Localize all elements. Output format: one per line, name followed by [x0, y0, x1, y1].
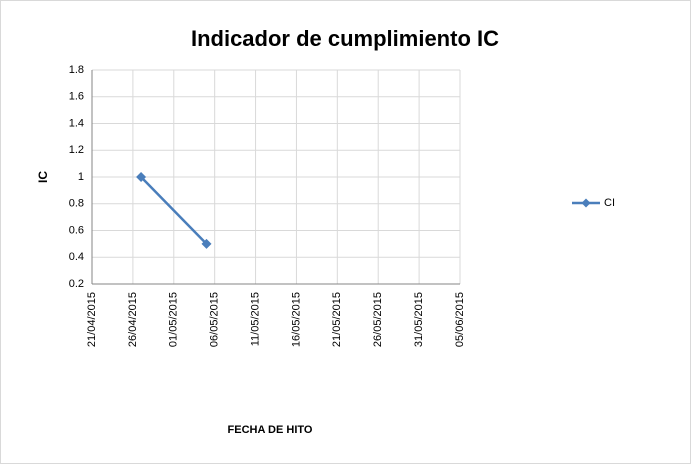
y-tick-label: 0.8 — [69, 198, 84, 210]
x-tick-label: 26/04/2015 — [127, 292, 139, 347]
data-line — [140, 176, 208, 245]
legend-marker — [581, 198, 591, 208]
x-tick-label: 06/05/2015 — [209, 292, 221, 347]
x-tick-label: 26/05/2015 — [372, 292, 384, 347]
x-tick-label: 11/05/2015 — [249, 292, 261, 346]
x-tick-label: 31/05/2015 — [413, 292, 425, 347]
x-tick-label: 21/04/2015 — [86, 292, 98, 347]
y-tick-label: 1.6 — [69, 91, 84, 103]
x-tick-label: 05/06/2015 — [454, 292, 466, 347]
x-tick-label: 01/05/2015 — [168, 292, 180, 347]
y-axis-label: IC — [36, 171, 50, 183]
chart-title: Indicador de cumplimiento IC — [191, 26, 499, 51]
x-tick-label: 16/05/2015 — [290, 292, 302, 347]
y-tick-label: 1 — [78, 171, 84, 183]
x-tick-label: 21/05/2015 — [331, 292, 343, 347]
data-point — [201, 238, 212, 249]
data-point — [136, 172, 147, 182]
y-tick-label: 0.4 — [69, 251, 84, 263]
y-tick-label: 0.6 — [69, 224, 84, 236]
legend-label: CI — [604, 197, 615, 209]
y-tick-label: 1.8 — [69, 64, 84, 76]
y-tick-label: 1.4 — [69, 117, 84, 129]
x-axis-label: FECHA DE HITO — [228, 424, 313, 436]
y-tick-label: 0.2 — [69, 278, 84, 290]
y-tick-label: 1.2 — [69, 144, 84, 156]
